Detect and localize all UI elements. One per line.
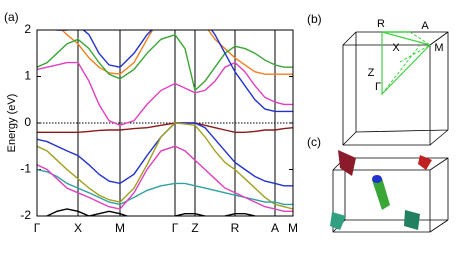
point-label: M [434, 42, 443, 54]
band [60, 30, 293, 75]
point-label: R [377, 18, 385, 30]
point-label: Z [368, 67, 375, 79]
panel-label: (b) [307, 12, 322, 26]
panel-label: (c) [307, 135, 321, 149]
band [37, 122, 293, 133]
x-tick-label: A [271, 221, 279, 235]
band [37, 145, 293, 212]
x-tick-label: Z [191, 221, 198, 235]
point-label: A [421, 20, 429, 32]
point-label: Γ [375, 81, 381, 93]
y-tick-label: 0 [24, 115, 31, 129]
band [45, 208, 259, 216]
x-tick-label: Γ [172, 221, 179, 235]
bands [37, 30, 293, 216]
band [37, 122, 293, 210]
y-axis-label: Energy (eV) [6, 94, 18, 153]
band [37, 168, 293, 206]
point-label: X [392, 42, 400, 54]
y-tick-label: -1 [20, 162, 31, 176]
panel-label: (a) [4, 10, 19, 24]
y-tick-label: 2 [24, 22, 31, 36]
band [37, 61, 293, 127]
brillouin-zone [342, 31, 449, 146]
y-tick-label: 1 [24, 69, 31, 83]
x-tick-label: Γ [34, 221, 41, 235]
fermi-surface [330, 150, 449, 233]
x-tick-label: M [115, 221, 125, 235]
band [37, 33, 293, 92]
x-tick-label: M [288, 221, 298, 235]
band [55, 30, 293, 113]
x-tick-label: R [231, 221, 240, 235]
plot-frame [36, 29, 294, 217]
y-tick-label: -2 [20, 208, 31, 222]
x-tick-label: X [74, 221, 82, 235]
